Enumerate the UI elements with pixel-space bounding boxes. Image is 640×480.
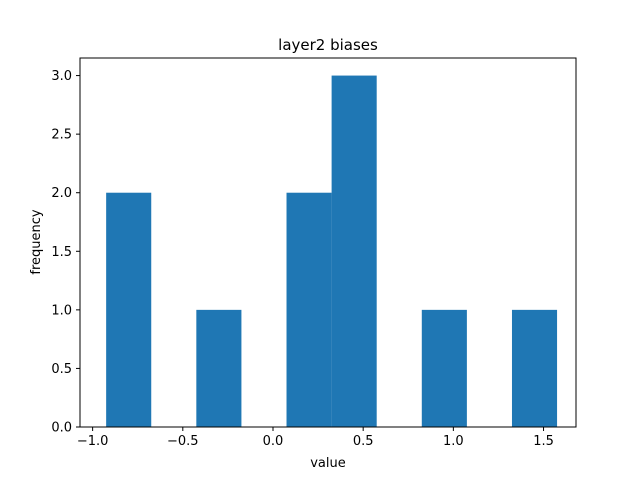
y-tick-label: 1.0 — [51, 303, 72, 318]
x-tick-label: 0.0 — [263, 434, 284, 449]
y-tick-label: 0.5 — [51, 362, 72, 377]
histogram-bar — [421, 309, 467, 427]
y-tick-label: 0.0 — [51, 421, 72, 436]
x-tick-label: 1.5 — [533, 434, 554, 449]
y-axis-ticks: 0.0 0.5 1.0 1.5 2.0 2.5 3.0 — [51, 69, 80, 436]
histogram-bar — [106, 192, 152, 427]
x-tick-label: −0.5 — [167, 434, 199, 449]
x-tick-label: 1.0 — [443, 434, 464, 449]
chart-title: layer2 biases — [278, 36, 378, 54]
x-tick-label: 0.5 — [353, 434, 374, 449]
bars-layer — [106, 75, 558, 427]
x-tick-label: −1.0 — [77, 434, 109, 449]
y-tick-label: 2.0 — [51, 186, 72, 201]
histogram-bar — [511, 309, 558, 427]
histogram-bar — [286, 192, 332, 427]
y-tick-label: 1.5 — [51, 245, 72, 260]
histogram-bar — [196, 309, 242, 427]
histogram-bar — [331, 75, 377, 427]
x-axis-ticks: −1.0 −0.5 0.0 0.5 1.0 1.5 — [77, 427, 554, 449]
y-tick-label: 2.5 — [51, 128, 72, 143]
x-axis-label: value — [310, 456, 346, 471]
y-tick-label: 3.0 — [51, 69, 72, 84]
plot-frame — [79, 57, 577, 428]
y-axis-label: frequency — [29, 209, 44, 275]
